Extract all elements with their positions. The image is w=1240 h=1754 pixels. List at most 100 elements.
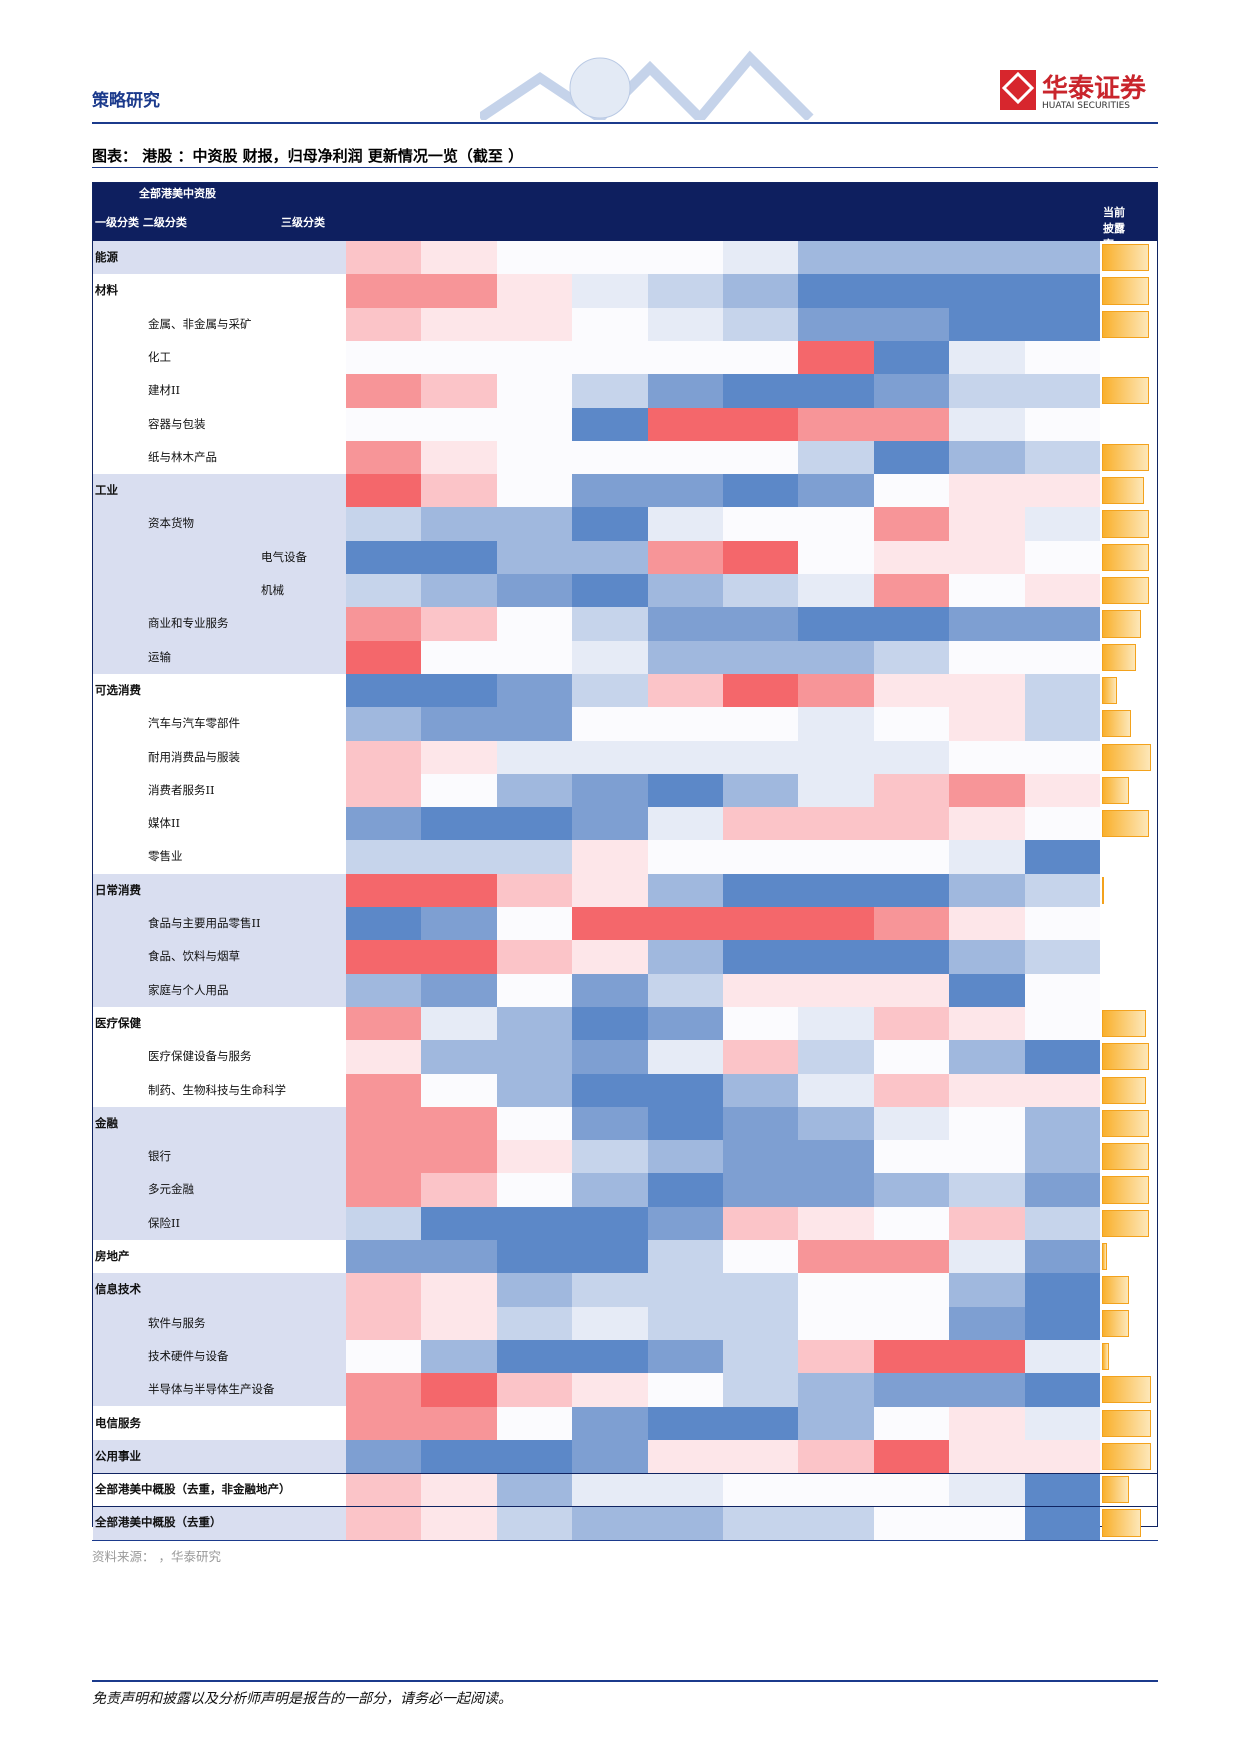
heat-cell [421, 1273, 498, 1308]
heat-cell [572, 1373, 649, 1407]
row-label: 机械 [261, 583, 284, 597]
heat-cell [421, 507, 498, 542]
heat-cell [421, 1173, 498, 1208]
heat-cell [346, 274, 422, 309]
heat-cell [949, 1373, 1026, 1407]
heat-cell [496, 907, 573, 941]
heat-cell [647, 1506, 724, 1541]
rule [92, 122, 1158, 124]
label-cell [93, 740, 346, 774]
heat-cell [949, 1406, 1026, 1441]
heat-cell [723, 940, 799, 975]
heat-cell [647, 740, 724, 775]
heat-cell [647, 873, 724, 908]
row-label: 半导体与半导体生产设备 [148, 1382, 275, 1397]
heat-cell [496, 507, 573, 542]
heat-cell [723, 807, 799, 841]
heat-cell [496, 607, 573, 642]
heat-cell [949, 1240, 1026, 1274]
heat-cell [723, 607, 799, 642]
row-label: 制药、生物科技与生命科学 [148, 1082, 286, 1097]
heat-cell [798, 907, 875, 941]
exposure-bar [1102, 244, 1149, 272]
exposure-bar [1102, 710, 1132, 738]
heat-cell [1024, 773, 1101, 808]
label-cell [93, 241, 346, 275]
row-label: 全部港美中概股（去重，非金融地产） [95, 1482, 291, 1497]
heat-cell [346, 840, 422, 875]
heat-cell [873, 1106, 950, 1141]
exposure-bar [1102, 1109, 1149, 1138]
heat-cell [346, 907, 422, 941]
heat-cell [346, 873, 422, 908]
heat-cell [723, 1273, 799, 1308]
heat-cell [1024, 1173, 1101, 1208]
heat-cell [723, 474, 799, 508]
heat-cell [421, 307, 498, 342]
label-cell [93, 407, 346, 441]
heat-cell [496, 374, 573, 408]
heat-cell [1024, 507, 1101, 542]
section-name: 策略研究 [92, 91, 160, 111]
heat-cell [647, 607, 724, 642]
heat-cell [572, 1240, 649, 1274]
heat-cell [572, 807, 649, 841]
heat-cell [1024, 1040, 1101, 1074]
heat-cell [496, 540, 573, 575]
heat-cell [572, 1473, 649, 1507]
heat-cell [496, 940, 573, 975]
exposure-bar [1102, 310, 1149, 338]
heat-cell [949, 807, 1026, 841]
heat-cell [1024, 1439, 1101, 1474]
heat-cell [873, 1273, 950, 1308]
heat-cell [798, 807, 875, 841]
label-cell [93, 1240, 346, 1274]
exposure-bar [1102, 1243, 1107, 1271]
exposure-bar [1102, 1143, 1149, 1171]
heat-cell [873, 340, 950, 375]
heat-cell [949, 1439, 1026, 1474]
heat-cell [346, 1040, 422, 1074]
heat-cell [572, 1406, 649, 1441]
heat-cell [723, 440, 799, 475]
label-cell [93, 707, 346, 741]
heat-cell [949, 740, 1026, 775]
heat-cell [496, 1040, 573, 1074]
heat-cell [1024, 1273, 1101, 1308]
heat-cell [421, 1240, 498, 1274]
group-header: 全部港美中资股 [139, 187, 216, 200]
heat-cell [798, 1339, 875, 1374]
exposure-bar [1102, 743, 1151, 771]
exposure-bar [1102, 1342, 1110, 1371]
heat-cell [873, 440, 950, 475]
heat-cell [798, 474, 875, 508]
heat-cell [1024, 1506, 1101, 1541]
heat-cell [421, 407, 498, 442]
heat-cell [873, 307, 950, 342]
heat-cell [949, 673, 1026, 708]
heat-cell [647, 1240, 724, 1274]
row-label: 食品、饮料与烟草 [148, 949, 240, 964]
heat-cell [647, 340, 724, 375]
heat-cell [723, 640, 799, 675]
heat-cell [723, 1240, 799, 1274]
heat-cell [346, 1506, 422, 1541]
heat-cell [798, 440, 875, 475]
row-label: 媒体II [148, 816, 181, 831]
heat-cell [949, 1173, 1026, 1208]
label-cell [93, 1106, 346, 1141]
rule [92, 167, 1158, 168]
heat-cell [496, 407, 573, 442]
heat-cell [421, 241, 498, 275]
source: 资料来源： ，华泰研究 [92, 1549, 221, 1564]
heat-cell [1024, 574, 1101, 608]
row-label: 运输 [148, 649, 171, 664]
heat-cell [1024, 1306, 1101, 1341]
label-cell [93, 1273, 346, 1307]
heat-cell [421, 740, 498, 775]
heat-cell [647, 1473, 724, 1507]
row-label: 保险II [148, 1215, 181, 1230]
heat-cell [723, 241, 799, 275]
row-label: 全部港美中概股（去重） [95, 1515, 222, 1530]
